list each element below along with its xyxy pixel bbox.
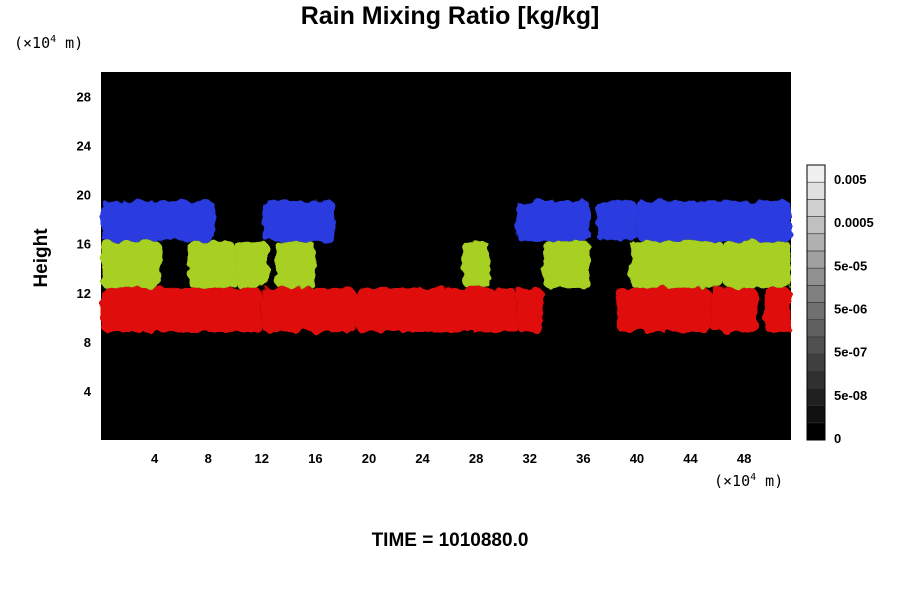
colorbar-tick-label: 5e-08 bbox=[834, 388, 867, 403]
colorbar-level bbox=[806, 250, 826, 269]
region-lower-1 bbox=[101, 287, 262, 333]
y-ticks: 4 8 12 16 20 24 28 bbox=[77, 90, 92, 399]
region-middle-4 bbox=[275, 241, 316, 288]
colorbar-ticks: 0.005 0.0005 5e-05 5e-06 5e-07 5e-08 0 bbox=[834, 172, 874, 446]
chart-title: Rain Mixing Ratio [kg/kg] bbox=[300, 2, 600, 30]
colorbar-tick-label: 5e-05 bbox=[834, 258, 867, 273]
region-upper-2 bbox=[154, 200, 215, 242]
colorbar-tick-label: 5e-06 bbox=[834, 302, 867, 317]
region-middle-3 bbox=[234, 241, 269, 288]
colorbar-tick-label: 0.0005 bbox=[834, 215, 874, 230]
colorbar-level bbox=[806, 336, 826, 355]
colorbar-level bbox=[806, 405, 826, 424]
x-axis-unit: (×104 m) bbox=[714, 472, 783, 490]
y-unit-suffix: m) bbox=[56, 34, 84, 52]
region-lower-2 bbox=[261, 287, 356, 333]
y-tick-label: 20 bbox=[77, 188, 91, 203]
x-unit-exponent: 4 bbox=[750, 472, 757, 483]
colorbar-level bbox=[806, 267, 826, 286]
x-tick-label: 40 bbox=[630, 451, 644, 466]
region-upper-3 bbox=[261, 200, 336, 242]
colorbar-level bbox=[806, 302, 826, 320]
colorbar-level bbox=[806, 216, 826, 235]
x-tick-label: 36 bbox=[576, 451, 590, 466]
y-tick-label: 4 bbox=[84, 384, 92, 399]
region-lower-4 bbox=[516, 287, 544, 333]
x-unit-suffix: m) bbox=[756, 472, 784, 490]
time-label: TIME = 1010880.0 bbox=[371, 530, 529, 551]
y-unit-base: (×10 bbox=[14, 34, 51, 52]
x-tick-label: 48 bbox=[737, 451, 751, 466]
colorbar-level bbox=[806, 233, 826, 252]
x-tick-label: 24 bbox=[415, 451, 430, 466]
colorbar-level bbox=[806, 199, 826, 217]
region-upper-1 bbox=[101, 200, 162, 242]
y-tick-label: 12 bbox=[77, 286, 91, 301]
region-middle-8 bbox=[724, 241, 791, 288]
region-lower-7 bbox=[764, 287, 791, 333]
y-tick-label: 28 bbox=[77, 90, 91, 105]
colorbar-frame bbox=[806, 164, 826, 441]
y-tick-label: 24 bbox=[77, 139, 92, 154]
region-middle-7 bbox=[630, 241, 725, 288]
colorbar bbox=[806, 164, 826, 441]
region-middle-6 bbox=[543, 241, 591, 288]
colorbar-level bbox=[806, 422, 826, 441]
x-tick-label: 44 bbox=[683, 451, 698, 466]
data-layers bbox=[101, 200, 791, 333]
y-tick-label: 8 bbox=[84, 335, 91, 350]
colorbar-tick-label: 5e-07 bbox=[834, 345, 867, 360]
x-ticks: 4 8 12 16 20 24 28 32 36 40 44 48 bbox=[151, 451, 751, 466]
y-unit-exponent: 4 bbox=[50, 34, 57, 45]
colorbar-tick-label: 0 bbox=[834, 431, 841, 446]
region-lower-5 bbox=[616, 287, 711, 333]
colorbar-level bbox=[806, 370, 826, 389]
x-tick-label: 8 bbox=[205, 451, 212, 466]
x-tick-label: 12 bbox=[255, 451, 269, 466]
region-upper-5 bbox=[596, 200, 637, 242]
x-unit-base: (×10 bbox=[714, 472, 751, 490]
region-upper-4 bbox=[516, 200, 591, 242]
x-tick-label: 4 bbox=[151, 451, 159, 466]
x-tick-label: 16 bbox=[308, 451, 322, 466]
colorbar-level bbox=[806, 319, 826, 338]
region-upper-6 bbox=[636, 200, 791, 242]
x-tick-label: 32 bbox=[523, 451, 537, 466]
region-lower-3 bbox=[355, 287, 517, 333]
colorbar-level bbox=[806, 181, 826, 200]
colorbar-level bbox=[806, 164, 826, 183]
region-middle-2 bbox=[188, 241, 235, 288]
y-tick-label: 16 bbox=[77, 237, 91, 252]
x-tick-label: 28 bbox=[469, 451, 483, 466]
colorbar-level bbox=[806, 285, 826, 303]
y-axis-unit: (×104 m) bbox=[14, 34, 83, 52]
colorbar-level bbox=[806, 388, 826, 406]
colorbar-tick-label: 0.005 bbox=[834, 172, 867, 187]
region-middle-1 bbox=[101, 241, 162, 288]
colorbar-level bbox=[806, 353, 826, 372]
region-lower-6 bbox=[710, 287, 758, 333]
region-middle-5 bbox=[462, 241, 490, 288]
x-tick-label: 20 bbox=[362, 451, 376, 466]
